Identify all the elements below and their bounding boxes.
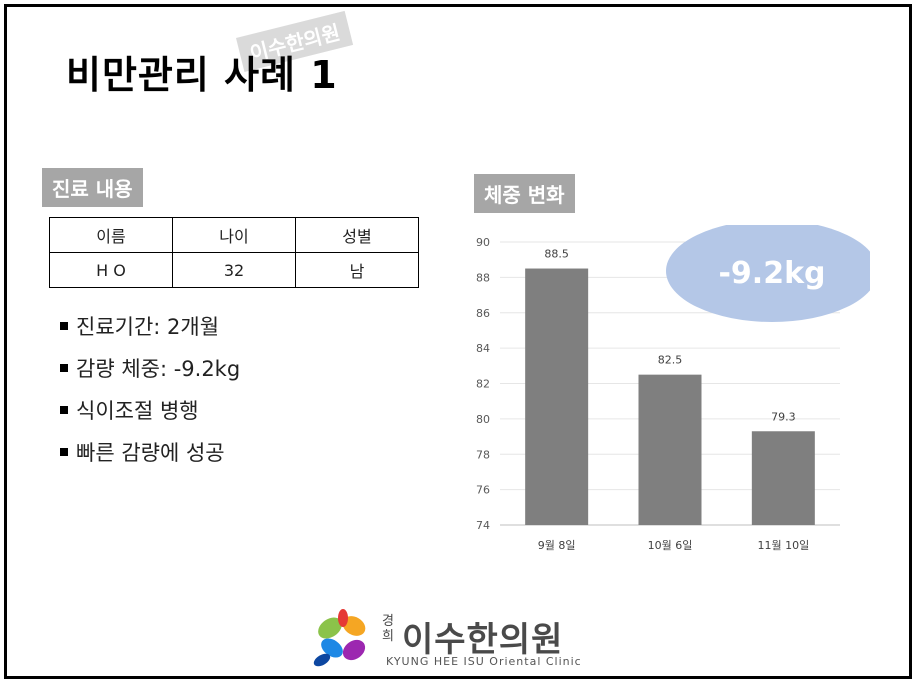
table-header-cell: 성별 [295, 217, 419, 253]
treatment-bullets: 진료기간: 2개월 감량 체중: -9.2kg 식이조절 병행 빠른 감량에 성… [60, 312, 240, 480]
x-tick-label: 11월 10일 [757, 538, 809, 552]
bullet-icon [60, 322, 68, 330]
data-label: 88.5 [544, 248, 569, 261]
bullet-text: 식이조절 병행 [76, 399, 199, 423]
x-tick-label: 9월 8일 [538, 538, 576, 552]
bar [638, 374, 702, 525]
bar [751, 431, 815, 525]
table-cell: 32 [172, 252, 296, 288]
bar [525, 268, 589, 525]
table-cell: H O [49, 252, 173, 288]
list-item: 진료기간: 2개월 [60, 312, 240, 354]
bullet-icon [60, 406, 68, 414]
table-cell: 남 [295, 252, 419, 288]
y-tick-label: 78 [476, 448, 490, 461]
patient-info-table: 이름 나이 성별 H O 32 남 [49, 217, 419, 288]
list-item: 빠른 감량에 성공 [60, 438, 240, 480]
table-header-row: 이름 나이 성별 [49, 217, 419, 253]
butterfly-logo-icon [313, 609, 366, 667]
logo-name: 이수한의원 [402, 620, 564, 660]
list-item: 감량 체중: -9.2kg [60, 354, 240, 396]
page-title: 비만관리 사례 1 [66, 53, 338, 97]
clinic-logo: 경희 이수한의원 KYUNG HEE ISU Oriental Clinic [310, 604, 582, 674]
bullet-icon [60, 448, 68, 456]
bullet-text: 감량 체중: -9.2kg [76, 357, 241, 381]
slide-frame [4, 4, 912, 679]
y-tick-label: 74 [476, 519, 490, 532]
y-tick-label: 80 [476, 413, 490, 426]
weight-bar-chart: 74 76 78 80 82 84 86 88 90 88.5 9월 8일 82.5 10월 6일 79.… [476, 225, 870, 552]
y-tick-label: 86 [476, 307, 490, 320]
bullet-icon [60, 364, 68, 372]
table-header-cell: 나이 [172, 217, 296, 253]
table-row: H O 32 남 [49, 252, 419, 288]
bullet-text: 빠른 감량에 성공 [76, 441, 225, 465]
y-tick-label: 82 [476, 378, 490, 391]
weight-section-label: 체중 변화 [474, 174, 575, 213]
y-tick-label: 90 [476, 236, 490, 249]
treatment-section-label: 진료 내용 [42, 168, 143, 207]
data-label: 79.3 [771, 410, 796, 423]
y-tick-label: 88 [476, 271, 490, 284]
bullet-text: 진료기간: 2개월 [76, 315, 220, 339]
y-tick-label: 84 [476, 342, 490, 355]
x-tick-label: 10월 6일 [648, 538, 693, 552]
weight-loss-badge [666, 225, 870, 322]
list-item: 식이조절 병행 [60, 396, 240, 438]
data-label: 82.5 [658, 354, 683, 367]
table-header-cell: 이름 [49, 217, 173, 253]
logo-english-name: KYUNG HEE ISU Oriental Clinic [386, 655, 582, 668]
logo-small-text: 경희 [382, 614, 394, 644]
weight-loss-badge-text: -9.2kg [718, 256, 825, 291]
y-tick-label: 76 [476, 484, 490, 497]
